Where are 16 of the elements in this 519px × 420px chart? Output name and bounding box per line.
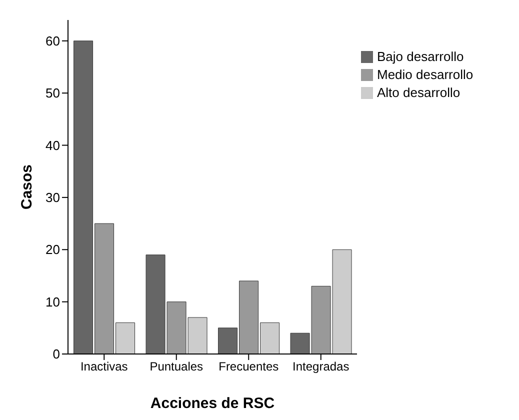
x-tick-label: Frecuentes [218, 360, 279, 374]
y-tick-label: 50 [46, 86, 60, 101]
y-tick-label: 10 [46, 294, 60, 310]
x-axis-title: Acciones de RSC [150, 395, 275, 412]
legend-label: Alto desarrollo [377, 85, 460, 100]
y-axis-title: Casos [18, 164, 36, 210]
x-tick-label: Integradas [292, 360, 350, 374]
y-tick-label: 0 [52, 346, 60, 362]
x-tick-label: Inactivas [80, 360, 128, 374]
y-tick-label: 20 [46, 242, 60, 258]
y-tick-label: 60 [46, 33, 60, 48]
y-tick-label: 40 [46, 138, 60, 153]
y-tick-label: 30 [46, 190, 60, 206]
legend-label: Medio desarrollo [377, 67, 474, 82]
legend-label: Bajo desarrollo [377, 49, 464, 64]
x-tick-label: Puntuales [150, 360, 204, 374]
